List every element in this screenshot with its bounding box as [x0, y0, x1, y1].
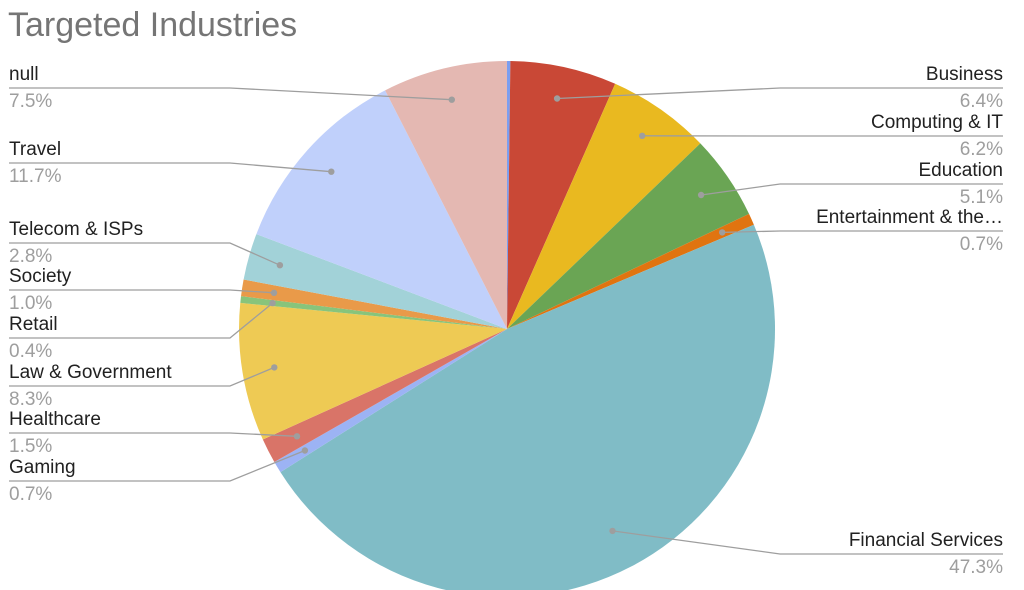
- slice-percentage: 0.4%: [9, 341, 52, 362]
- slice-percentage: 2.8%: [9, 246, 52, 267]
- leader-line: [9, 302, 274, 339]
- leader-dot: [448, 96, 455, 103]
- pie-slice-society: [241, 279, 507, 329]
- leader-dot: [697, 191, 705, 199]
- slice-label: Education: [918, 160, 1003, 181]
- leader-dot: [553, 95, 561, 102]
- slice-label: Entertainment & the…: [816, 207, 1003, 228]
- pie-slice-computing-it: [507, 83, 701, 329]
- leader-line: [9, 162, 332, 173]
- slice-label: Computing & IT: [871, 112, 1003, 133]
- slice-percentage: 1.5%: [9, 436, 52, 457]
- slice-percentage: 0.7%: [9, 484, 52, 505]
- slice-label: Business: [926, 64, 1003, 85]
- leader-line: [722, 230, 1003, 234]
- leader-dot: [270, 289, 278, 296]
- leader-dot: [269, 299, 276, 307]
- pie-slice-unlabeled: [507, 60, 511, 330]
- slice-percentage: 6.4%: [960, 91, 1003, 112]
- pie-slice-education: [507, 143, 750, 329]
- slice-label: Telecom & ISPs: [9, 219, 143, 240]
- leader-dot: [293, 433, 301, 440]
- slice-label: Retail: [9, 314, 58, 335]
- slice-label: Society: [9, 266, 72, 287]
- leader-dot: [639, 132, 646, 139]
- leader-line: [9, 242, 281, 266]
- slice-percentage: 6.2%: [960, 139, 1003, 160]
- chart-title: Targeted Industries: [8, 6, 297, 44]
- leader-dot: [328, 168, 335, 175]
- slice-labels: Business 6.4%Computing & IT 6.2%Education 5…: [9, 64, 1003, 578]
- leader-lines: [9, 87, 1003, 555]
- pie-slice-null: [385, 61, 507, 329]
- pie-slice-gaming: [274, 329, 507, 473]
- slice-label: null: [9, 64, 39, 85]
- slice-percentage: 11.7%: [9, 166, 62, 187]
- pie-slice-business: [507, 61, 616, 330]
- leader-dot: [276, 262, 284, 269]
- pie-slice-travel: [256, 90, 507, 329]
- slice-percentage: 7.5%: [9, 91, 52, 112]
- slice-percentage: 1.0%: [9, 293, 52, 314]
- pie-slice-retail: [240, 296, 507, 329]
- leader-line: [701, 183, 1003, 196]
- slice-percentage: 8.3%: [9, 389, 52, 410]
- slice-percentage: 47.3%: [949, 557, 1003, 578]
- leader-dot: [719, 229, 726, 236]
- leader-line: [9, 87, 452, 101]
- pie-slices: [239, 60, 776, 590]
- slice-label: Law & Government: [9, 362, 172, 383]
- leader-dot: [301, 447, 309, 454]
- leader-line: [557, 87, 1003, 100]
- leader-line: [9, 432, 298, 437]
- slice-label: Travel: [9, 139, 61, 160]
- leader-line: [9, 289, 275, 294]
- leader-dot: [271, 364, 278, 371]
- slice-percentage: 0.7%: [960, 234, 1003, 255]
- slice-percentage: 5.1%: [960, 187, 1003, 208]
- leader-dot: [609, 527, 616, 535]
- pie-slice-telecom-isps: [243, 234, 508, 329]
- leader-line: [9, 449, 306, 482]
- leader-line: [612, 530, 1003, 555]
- slice-label: Healthcare: [9, 409, 101, 430]
- leader-line: [9, 366, 275, 387]
- pie-slice-financial-services: [280, 224, 776, 590]
- slice-label: Gaming: [9, 457, 76, 478]
- slice-label: Financial Services: [849, 530, 1003, 551]
- pie-slice-law-government: [239, 302, 507, 440]
- pie-slice-entertainment-the: [507, 213, 754, 329]
- pie-slice-healthcare: [262, 329, 507, 463]
